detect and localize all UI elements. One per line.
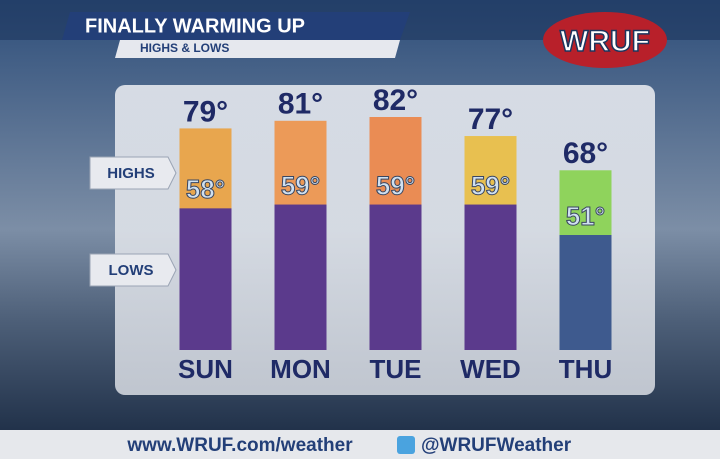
low-bar <box>559 235 612 350</box>
day-label: WED <box>460 354 521 384</box>
logo: WRUF <box>560 25 650 58</box>
footer-twitter: @WRUFWeather <box>421 435 572 456</box>
high-label: 82° <box>373 84 418 117</box>
twitter-icon <box>397 436 415 454</box>
low-bar <box>369 204 422 350</box>
legend-highs: HIGHS <box>107 165 155 182</box>
title-banner <box>62 12 410 40</box>
day-label: THU <box>559 354 612 384</box>
low-label: 51° <box>566 201 605 231</box>
low-label: 59° <box>471 170 510 200</box>
highs-tag <box>89 156 177 190</box>
low-label: 58° <box>186 174 225 204</box>
low-bar <box>464 204 517 350</box>
day-label: MON <box>270 354 331 384</box>
high-label: 68° <box>563 137 608 170</box>
high-label: 81° <box>278 88 323 121</box>
footer-bar <box>0 430 720 459</box>
low-bar <box>274 204 327 350</box>
low-label: 59° <box>376 170 415 200</box>
low-label: 59° <box>281 170 320 200</box>
high-label: 77° <box>468 103 513 136</box>
subtitle-banner <box>115 40 400 58</box>
lows-tag <box>89 253 177 287</box>
day-label: TUE <box>370 354 422 384</box>
day-label: SUN <box>178 354 233 384</box>
legend-lows: LOWS <box>109 262 154 279</box>
high-label: 79° <box>183 95 228 128</box>
subtitle: HIGHS & LOWS <box>140 41 229 55</box>
title: FINALLY WARMING UP <box>85 15 305 37</box>
logo-badge <box>543 12 667 68</box>
low-bar <box>179 208 232 350</box>
footer-website: www.WRUF.com/weather <box>126 435 353 456</box>
